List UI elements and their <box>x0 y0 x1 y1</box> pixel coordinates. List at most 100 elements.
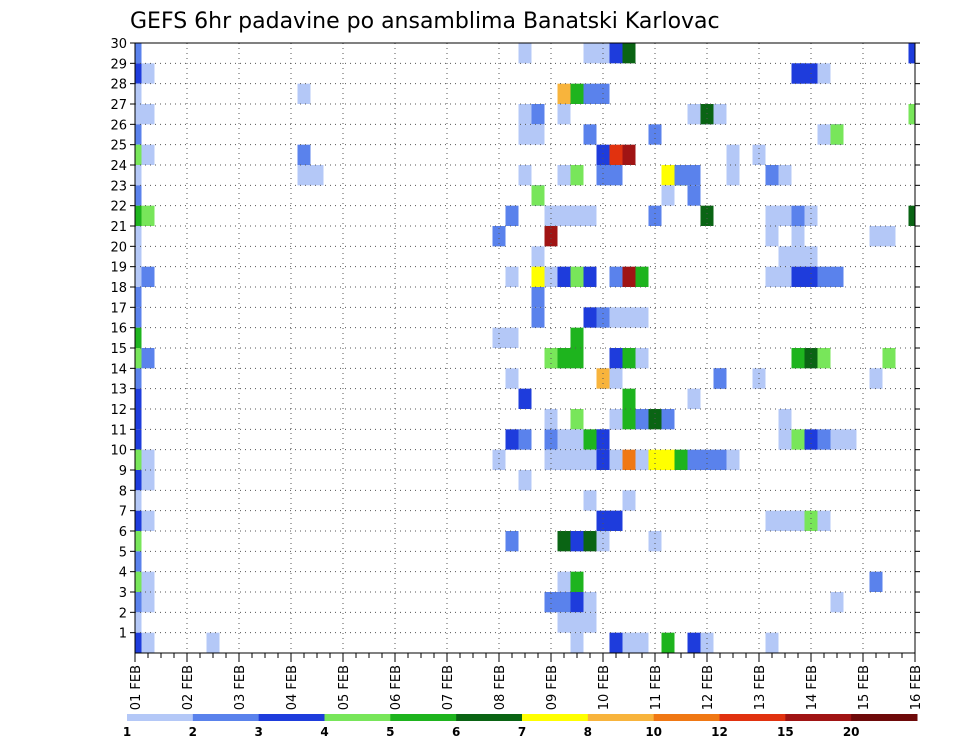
cell-45 <box>297 165 311 186</box>
cell-186 <box>713 368 727 389</box>
cell-99 <box>570 429 584 450</box>
cell-40 <box>141 592 155 613</box>
ytick-label-13: 13 <box>110 383 127 398</box>
cell-170 <box>674 165 688 186</box>
cell-68 <box>531 266 545 287</box>
cell-30 <box>141 63 155 84</box>
ytick-label-4: 4 <box>119 566 127 581</box>
cell-211 <box>791 348 805 369</box>
cell-60 <box>518 388 532 409</box>
ytick-label-18: 18 <box>110 281 127 296</box>
cell-197 <box>765 632 779 653</box>
cell-243 <box>908 205 915 226</box>
cell-106 <box>583 43 597 64</box>
cell-29 <box>135 632 142 653</box>
cell-38 <box>141 510 155 531</box>
cell-145 <box>622 266 636 287</box>
cell-98 <box>570 409 584 430</box>
y-axis: 1234567891011121314151617181920212223242… <box>110 37 920 642</box>
cell-192 <box>765 165 779 186</box>
cell-233 <box>869 226 883 247</box>
cell-26 <box>135 571 142 592</box>
cell-147 <box>622 348 636 369</box>
colorbar-swatch-5 <box>456 714 523 721</box>
cell-213 <box>791 510 805 531</box>
cell-199 <box>778 205 792 226</box>
cell-183 <box>713 104 727 125</box>
cell-201 <box>778 266 792 287</box>
cell-163 <box>648 531 662 552</box>
cell-10 <box>135 246 142 267</box>
cell-14 <box>135 327 142 348</box>
cell-11 <box>135 266 142 287</box>
cell-88 <box>557 531 571 552</box>
cell-175 <box>687 388 701 409</box>
cell-151 <box>622 490 636 511</box>
colorbar-label-6: 6 <box>452 725 460 739</box>
chart-title: GEFS 6hr padavine po ansamblima Banatski… <box>130 9 720 34</box>
cell-15 <box>135 348 142 369</box>
colorbar-label-20: 20 <box>843 725 860 739</box>
ytick-label-8: 8 <box>119 484 127 499</box>
ytick-label-19: 19 <box>110 261 127 276</box>
cell-187 <box>726 144 740 165</box>
ytick-label-28: 28 <box>110 78 127 93</box>
cell-105 <box>570 632 584 653</box>
cell-71 <box>531 185 545 206</box>
cell-28 <box>135 612 142 633</box>
colorbar-swatch-3 <box>324 714 391 721</box>
cell-208 <box>791 226 805 247</box>
colorbar-swatch-4 <box>390 714 457 721</box>
xtick-label-6: 07 FEB <box>441 665 456 710</box>
cell-116 <box>583 592 597 613</box>
ytick-label-12: 12 <box>110 403 127 418</box>
cell-108 <box>583 124 597 145</box>
cell-48 <box>492 327 506 348</box>
xtick-label-1: 02 FEB <box>181 665 196 710</box>
cell-51 <box>505 266 519 287</box>
cell-242 <box>908 104 915 125</box>
cell-44 <box>297 144 311 165</box>
cell-237 <box>882 226 896 247</box>
colorbar-label-10: 10 <box>645 725 662 739</box>
cell-231 <box>830 592 844 613</box>
cell-139 <box>609 409 623 430</box>
ytick-label-11: 11 <box>110 423 127 438</box>
cell-235 <box>869 368 883 389</box>
cell-101 <box>570 531 584 552</box>
cell-198 <box>778 165 792 186</box>
cells-layer <box>135 43 915 653</box>
cell-5 <box>135 144 142 165</box>
cell-188 <box>726 165 740 186</box>
cell-229 <box>830 266 844 287</box>
cell-59 <box>518 43 532 64</box>
cell-193 <box>765 205 779 226</box>
colorbar-label-4: 4 <box>320 725 328 739</box>
colorbar-label-12: 12 <box>711 725 728 739</box>
ytick-label-9: 9 <box>119 464 127 479</box>
cell-76 <box>544 429 558 450</box>
ytick-label-25: 25 <box>110 139 127 154</box>
colorbar-swatch-11 <box>851 714 918 721</box>
cell-122 <box>596 307 610 328</box>
cell-153 <box>635 266 649 287</box>
cell-16 <box>135 368 142 389</box>
cell-226 <box>817 510 831 531</box>
cell-93 <box>570 165 584 186</box>
cell-9 <box>135 226 142 247</box>
cell-49 <box>492 449 506 470</box>
cell-155 <box>635 348 649 369</box>
xtick-label-8: 09 FEB <box>545 665 560 710</box>
cell-144 <box>622 144 636 165</box>
cell-204 <box>778 510 792 531</box>
cell-132 <box>609 165 623 186</box>
colorbar-swatch-6 <box>522 714 589 721</box>
cell-17 <box>135 388 142 409</box>
cell-78 <box>544 449 558 470</box>
cell-130 <box>609 43 623 64</box>
cell-219 <box>804 429 818 450</box>
cell-181 <box>700 104 714 125</box>
cell-179 <box>700 205 714 226</box>
cell-206 <box>791 63 805 84</box>
xtick-label-4: 05 FEB <box>337 665 352 710</box>
